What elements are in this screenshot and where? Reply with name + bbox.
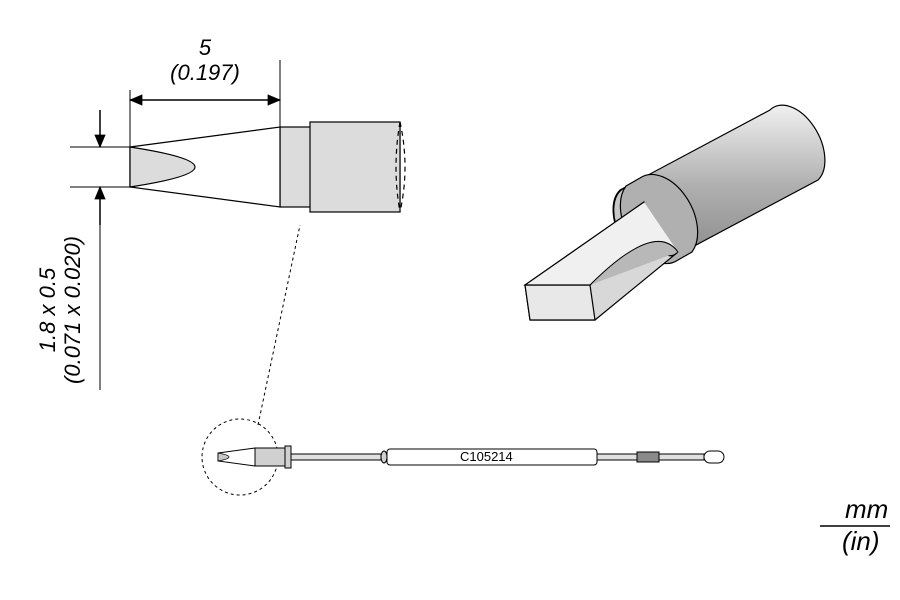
dim-length-mm: 5 bbox=[199, 35, 212, 60]
part-number: C105214 bbox=[460, 449, 513, 464]
technical-drawing: 5 (0.197) 1.8 x 0.5 (0.071 x 0.020) bbox=[0, 0, 900, 600]
dim-tip-in: (0.071 x 0.020) bbox=[60, 236, 85, 384]
side-view: 5 (0.197) 1.8 x 0.5 (0.071 x 0.020) bbox=[35, 35, 405, 390]
unit-in: (in) bbox=[842, 526, 880, 556]
units-legend: mm (in) bbox=[820, 494, 890, 556]
unit-mm: mm bbox=[845, 494, 888, 524]
dim-length-in: (0.197) bbox=[170, 60, 240, 85]
dim-tip-mm: 1.8 x 0.5 bbox=[35, 267, 60, 352]
iso-view bbox=[525, 105, 825, 320]
